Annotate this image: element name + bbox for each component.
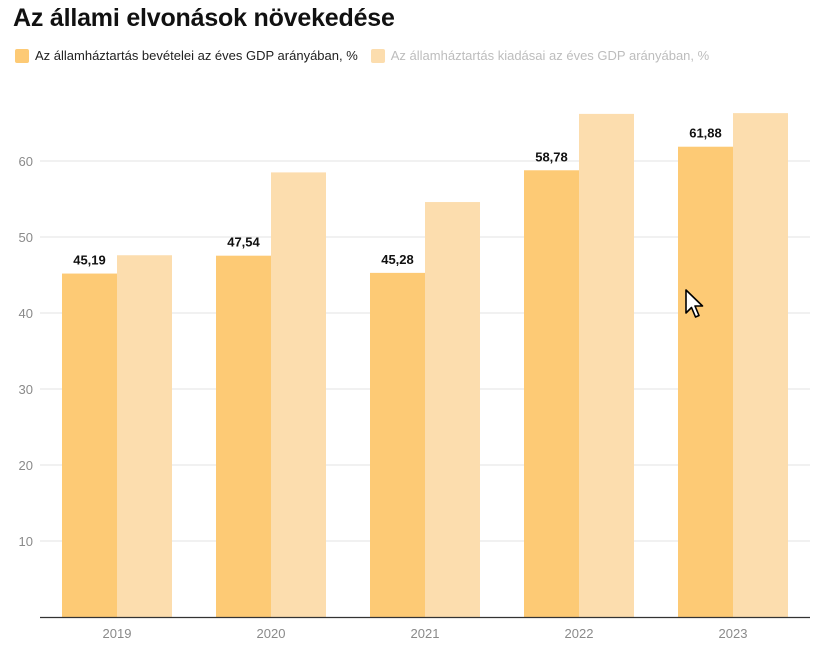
y-tick-label: 40 <box>19 306 33 321</box>
legend-item-expenditure[interactable]: Az államháztartás kiadásai az éves GDP a… <box>370 48 710 63</box>
legend-swatch-revenue <box>15 48 29 63</box>
data-label: 58,78 <box>535 149 568 164</box>
data-label: 45,19 <box>73 253 106 268</box>
legend-swatch-expenditure <box>370 48 385 63</box>
mouse-cursor-icon <box>685 289 704 318</box>
chart-title: Az állami elvonások növekedése <box>13 4 395 32</box>
legend-label-revenue: Az államháztartás bevételei az éves GDP … <box>35 48 358 63</box>
bar-expenditure[interactable] <box>579 113 634 617</box>
x-tick-label: 2021 <box>411 626 440 641</box>
bar-expenditure[interactable] <box>271 172 326 617</box>
bar-expenditure[interactable] <box>733 113 788 618</box>
x-tick-label: 2020 <box>257 626 286 641</box>
bar-expenditure[interactable] <box>117 255 172 618</box>
x-tick-label: 2019 <box>103 626 132 641</box>
legend-label-expenditure: Az államháztartás kiadásai az éves GDP a… <box>390 48 710 63</box>
y-tick-label: 30 <box>19 382 33 397</box>
bar-expenditure[interactable] <box>425 202 480 618</box>
y-tick-label: 20 <box>19 458 33 473</box>
bar-revenue[interactable] <box>370 272 425 617</box>
x-tick-label: 2022 <box>565 626 594 641</box>
y-tick-label: 10 <box>19 534 33 549</box>
legend: Az államháztartás bevételei az éves GDP … <box>15 48 722 63</box>
y-tick-label: 60 <box>19 154 33 169</box>
data-label: 47,54 <box>227 235 260 250</box>
data-label: 45,28 <box>381 252 414 267</box>
legend-item-revenue[interactable]: Az államháztartás bevételei az éves GDP … <box>15 48 358 63</box>
bar-revenue[interactable] <box>524 170 579 617</box>
bar-revenue[interactable] <box>216 255 271 618</box>
data-label: 61,88 <box>689 126 722 141</box>
x-tick-label: 2023 <box>719 626 748 641</box>
y-tick-label: 50 <box>19 230 33 245</box>
bar-revenue[interactable] <box>678 146 733 617</box>
bar-revenue[interactable] <box>62 273 117 617</box>
